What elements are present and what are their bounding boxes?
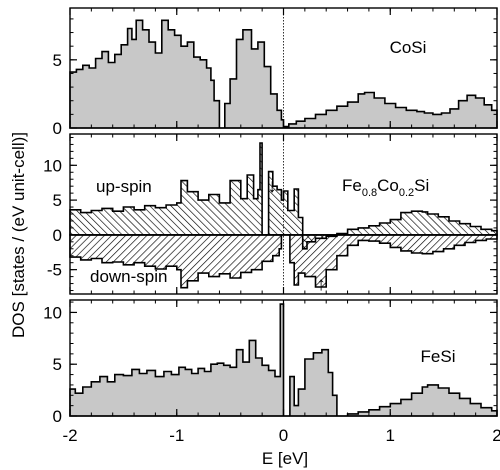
y-tick-label: -5 [47,261,62,280]
panel-label: Fe0.8Co0.2Si [342,176,429,199]
panel-cosi: 0 5 CoSi [53,7,498,138]
up-spin-label: up-spin [96,177,152,196]
panel-label: CoSi [390,38,427,57]
y-tick-label: 5 [53,191,62,210]
panel-label: FeSi [421,347,456,366]
y-tick-label: 5 [53,355,62,374]
x-tick-label: -1 [169,426,184,445]
y-tick-label: 0 [53,119,62,138]
arrow-down-annotation: ↓ [267,176,277,197]
y-tick-label: 10 [43,303,62,322]
panel-fesi: 0 5 10 -2 -1 0 1 2 FeSi [43,299,500,445]
down-spin-label: down-spin [90,267,168,286]
y-axis-label: DOS [states / (eV unit-cell)] [9,132,28,338]
y-tick-label: 0 [53,407,62,426]
y-tick-label: 5 [53,51,62,70]
x-tick-label: -2 [62,426,77,445]
y-tick-label: 10 [43,156,62,175]
x-tick-label: 1 [386,426,395,445]
arrow-up-annotation: ↑ [316,274,326,295]
y-tick-label: 0 [53,226,62,245]
x-tick-label: 0 [279,426,288,445]
x-tick-label: 2 [492,426,500,445]
series-up-spin-area [69,142,498,250]
x-axis-label: E [eV] [262,449,308,468]
panel-feco-si: -5 0 5 10 Fe0.8Co0.2Si up-spin down-spin ↓ ↑ [43,133,498,295]
dos-area [69,19,498,129]
